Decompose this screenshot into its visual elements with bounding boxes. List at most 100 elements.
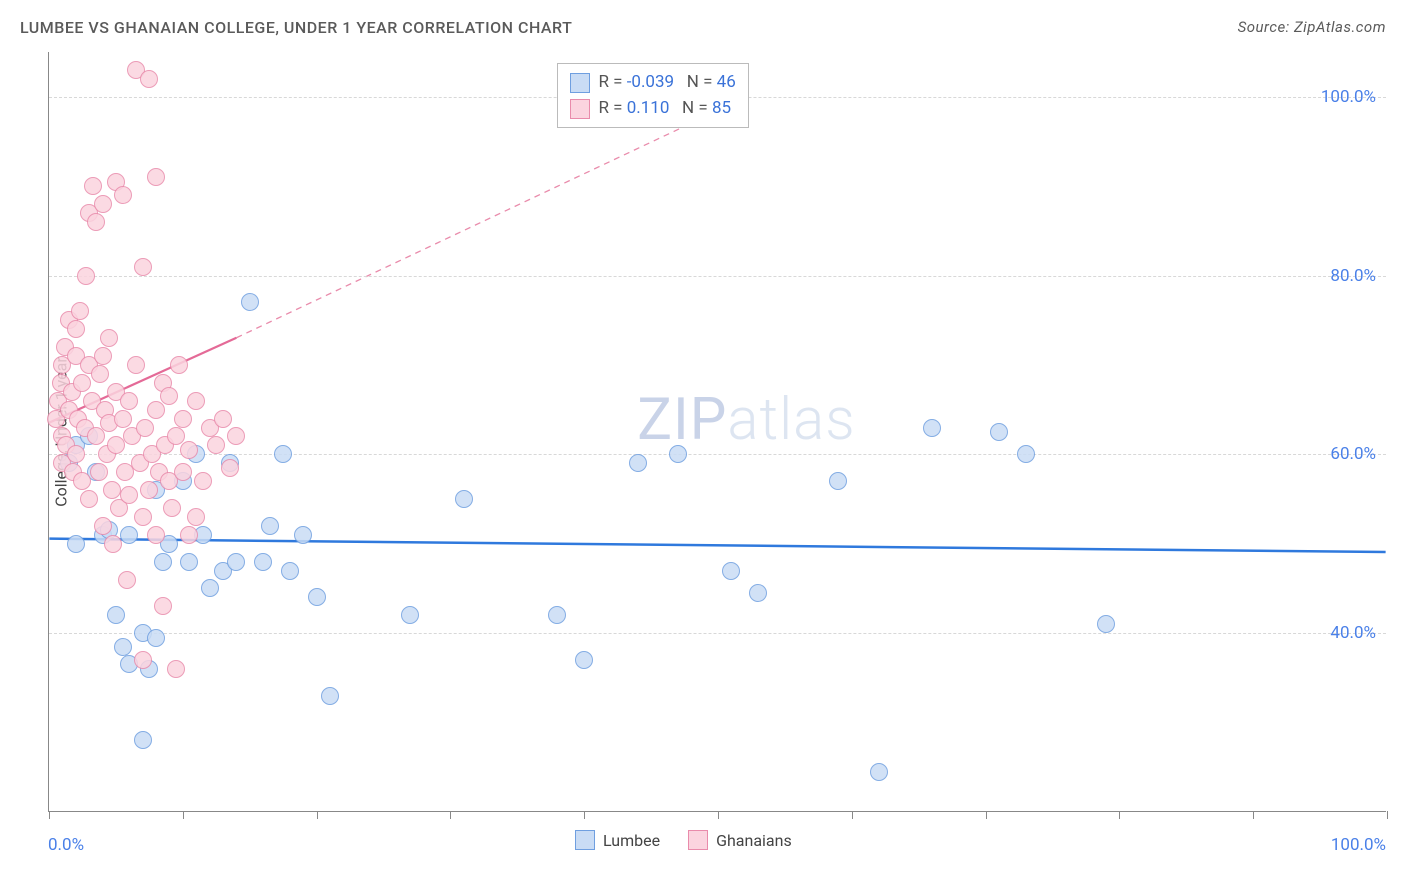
swatch-icon — [575, 830, 595, 850]
data-point — [120, 392, 138, 410]
data-point — [214, 410, 232, 428]
data-point — [100, 329, 118, 347]
plot-area: College, Under 1 year ZIPatlas 40.0%60.0… — [48, 52, 1386, 812]
data-point — [134, 731, 152, 749]
y-tick-label: 80.0% — [1330, 266, 1376, 286]
x-tick — [1253, 811, 1254, 819]
data-point — [120, 526, 138, 544]
data-point — [114, 638, 132, 656]
legend-label: Ghanaians — [716, 831, 792, 850]
data-point — [84, 177, 102, 195]
data-point — [829, 472, 847, 490]
data-point — [67, 445, 85, 463]
data-point — [107, 436, 125, 454]
x-axis-max: 100.0% — [1331, 835, 1386, 855]
data-point — [104, 535, 122, 553]
x-tick — [49, 811, 50, 819]
data-point — [87, 213, 105, 231]
data-point — [114, 186, 132, 204]
data-point — [67, 535, 85, 553]
data-point — [134, 508, 152, 526]
data-point — [281, 562, 299, 580]
data-point — [160, 387, 178, 405]
data-point — [73, 374, 91, 392]
data-point — [241, 293, 259, 311]
x-axis-min: 0.0% — [48, 835, 84, 855]
data-point — [201, 579, 219, 597]
data-point — [254, 553, 272, 571]
data-point — [180, 553, 198, 571]
data-point — [147, 526, 165, 544]
data-point — [73, 472, 91, 490]
legend-item: Lumbee — [575, 830, 660, 850]
data-point — [140, 70, 158, 88]
data-point — [174, 463, 192, 481]
gridline — [49, 276, 1386, 277]
data-point — [127, 356, 145, 374]
data-point — [180, 526, 198, 544]
data-point — [67, 320, 85, 338]
data-point — [120, 486, 138, 504]
data-point — [261, 517, 279, 535]
legend-series: Lumbee Ghanaians — [575, 830, 792, 850]
x-tick — [450, 811, 451, 819]
x-tick — [317, 811, 318, 819]
data-point — [455, 490, 473, 508]
data-point — [575, 651, 593, 669]
data-point — [194, 472, 212, 490]
chart-source: Source: ZipAtlas.com — [1238, 18, 1386, 37]
legend-stats-row: R = -0.039 N = 46 — [570, 70, 735, 96]
legend-stats-row: R = 0.110 N = 85 — [570, 96, 735, 122]
data-point — [140, 481, 158, 499]
data-point — [221, 459, 239, 477]
data-point — [749, 584, 767, 602]
data-point — [163, 499, 181, 517]
swatch-icon — [570, 99, 590, 119]
data-point — [722, 562, 740, 580]
data-point — [94, 517, 112, 535]
data-point — [167, 660, 185, 678]
x-tick — [1119, 811, 1120, 819]
x-tick — [584, 811, 585, 819]
data-point — [107, 606, 125, 624]
data-point — [548, 606, 566, 624]
data-point — [174, 410, 192, 428]
data-point — [1017, 445, 1035, 463]
x-tick — [183, 811, 184, 819]
data-point — [990, 423, 1008, 441]
data-point — [401, 606, 419, 624]
swatch-icon — [570, 73, 590, 93]
y-tick-label: 60.0% — [1330, 444, 1376, 464]
x-tick — [1387, 811, 1388, 819]
data-point — [94, 347, 112, 365]
swatch-icon — [688, 830, 708, 850]
data-point — [227, 427, 245, 445]
data-point — [147, 168, 165, 186]
data-point — [91, 365, 109, 383]
data-point — [669, 445, 687, 463]
data-point — [629, 454, 647, 472]
data-point — [187, 508, 205, 526]
data-point — [80, 490, 98, 508]
data-point — [227, 553, 245, 571]
data-point — [147, 629, 165, 647]
data-point — [71, 302, 89, 320]
data-point — [103, 481, 121, 499]
data-point — [923, 419, 941, 437]
x-tick — [852, 811, 853, 819]
gridline — [49, 454, 1386, 455]
legend-stats: R = -0.039 N = 46R = 0.110 N = 85 — [557, 63, 748, 128]
legend-label: Lumbee — [603, 831, 660, 850]
data-point — [187, 392, 205, 410]
chart-title: LUMBEE VS GHANAIAN COLLEGE, UNDER 1 YEAR… — [20, 18, 572, 37]
y-tick-label: 100.0% — [1321, 87, 1376, 107]
data-point — [274, 445, 292, 463]
x-tick — [718, 811, 719, 819]
data-point — [77, 267, 95, 285]
data-point — [94, 195, 112, 213]
data-point — [207, 436, 225, 454]
data-point — [170, 356, 188, 374]
gridline — [49, 633, 1386, 634]
data-point — [870, 763, 888, 781]
data-point — [154, 553, 172, 571]
